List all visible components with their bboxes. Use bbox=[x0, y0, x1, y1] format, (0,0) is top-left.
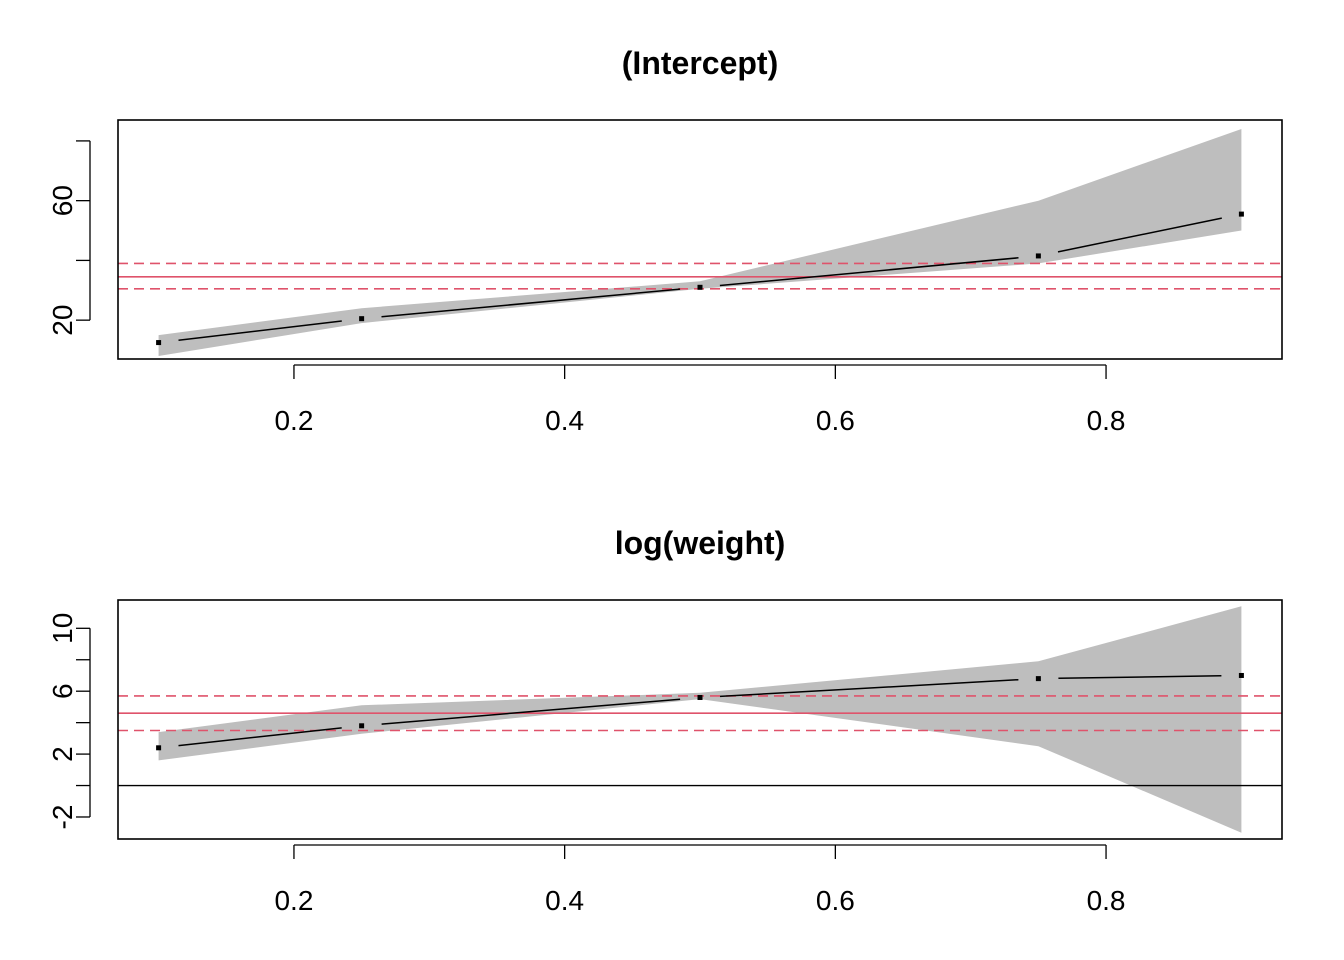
x-tick-label: 0.2 bbox=[274, 405, 313, 436]
estimate-line-segment bbox=[381, 698, 681, 725]
estimate-point bbox=[697, 284, 703, 290]
y-tick-label: 10 bbox=[47, 613, 78, 644]
estimate-line-segment bbox=[178, 320, 342, 341]
plot-frame bbox=[117, 119, 1283, 360]
estimate-line-segment bbox=[178, 727, 342, 747]
confidence-band bbox=[158, 129, 1242, 356]
x-tick-label: 0.8 bbox=[1087, 885, 1126, 916]
estimate-point bbox=[1238, 211, 1244, 217]
estimate-point bbox=[156, 340, 162, 346]
x-tick-label: 0.4 bbox=[545, 405, 584, 436]
estimate-point bbox=[359, 316, 365, 322]
panel-title: (Intercept) bbox=[622, 45, 778, 81]
estimate-point bbox=[1238, 672, 1244, 678]
y-tick-label: 6 bbox=[47, 683, 78, 699]
estimate-point bbox=[156, 745, 162, 751]
panel-title: log(weight) bbox=[615, 525, 786, 561]
estimate-line-segment bbox=[719, 257, 1019, 287]
estimate-line-segment bbox=[381, 288, 681, 318]
y-tick-label: -2 bbox=[47, 805, 78, 830]
estimate-point bbox=[697, 694, 703, 700]
estimate-line-segment bbox=[1057, 217, 1222, 253]
x-tick-label: 0.4 bbox=[545, 885, 584, 916]
estimate-line-segment bbox=[719, 678, 1019, 698]
panel-log-weight: log(weight) 0.2 0.4 0.6 0.8 -2 2 6 10 bbox=[47, 525, 1283, 916]
x-tick-label: 0.6 bbox=[816, 405, 855, 436]
x-tick-label: 0.6 bbox=[816, 885, 855, 916]
estimate-point bbox=[1035, 253, 1041, 259]
confidence-band bbox=[158, 606, 1242, 833]
y-tick-label: 2 bbox=[47, 746, 78, 762]
x-tick-label: 0.8 bbox=[1087, 405, 1126, 436]
panel-intercept: (Intercept) 0.2 0.4 0.6 0.8 20 60 bbox=[47, 45, 1283, 436]
y-tick-label: 60 bbox=[47, 185, 78, 216]
y-tick-label: 20 bbox=[47, 305, 78, 336]
plot-frame bbox=[117, 599, 1283, 840]
x-tick-label: 0.2 bbox=[274, 885, 313, 916]
estimate-point bbox=[359, 723, 365, 729]
estimate-line-segment bbox=[1058, 675, 1222, 680]
estimate-point bbox=[1035, 676, 1041, 682]
